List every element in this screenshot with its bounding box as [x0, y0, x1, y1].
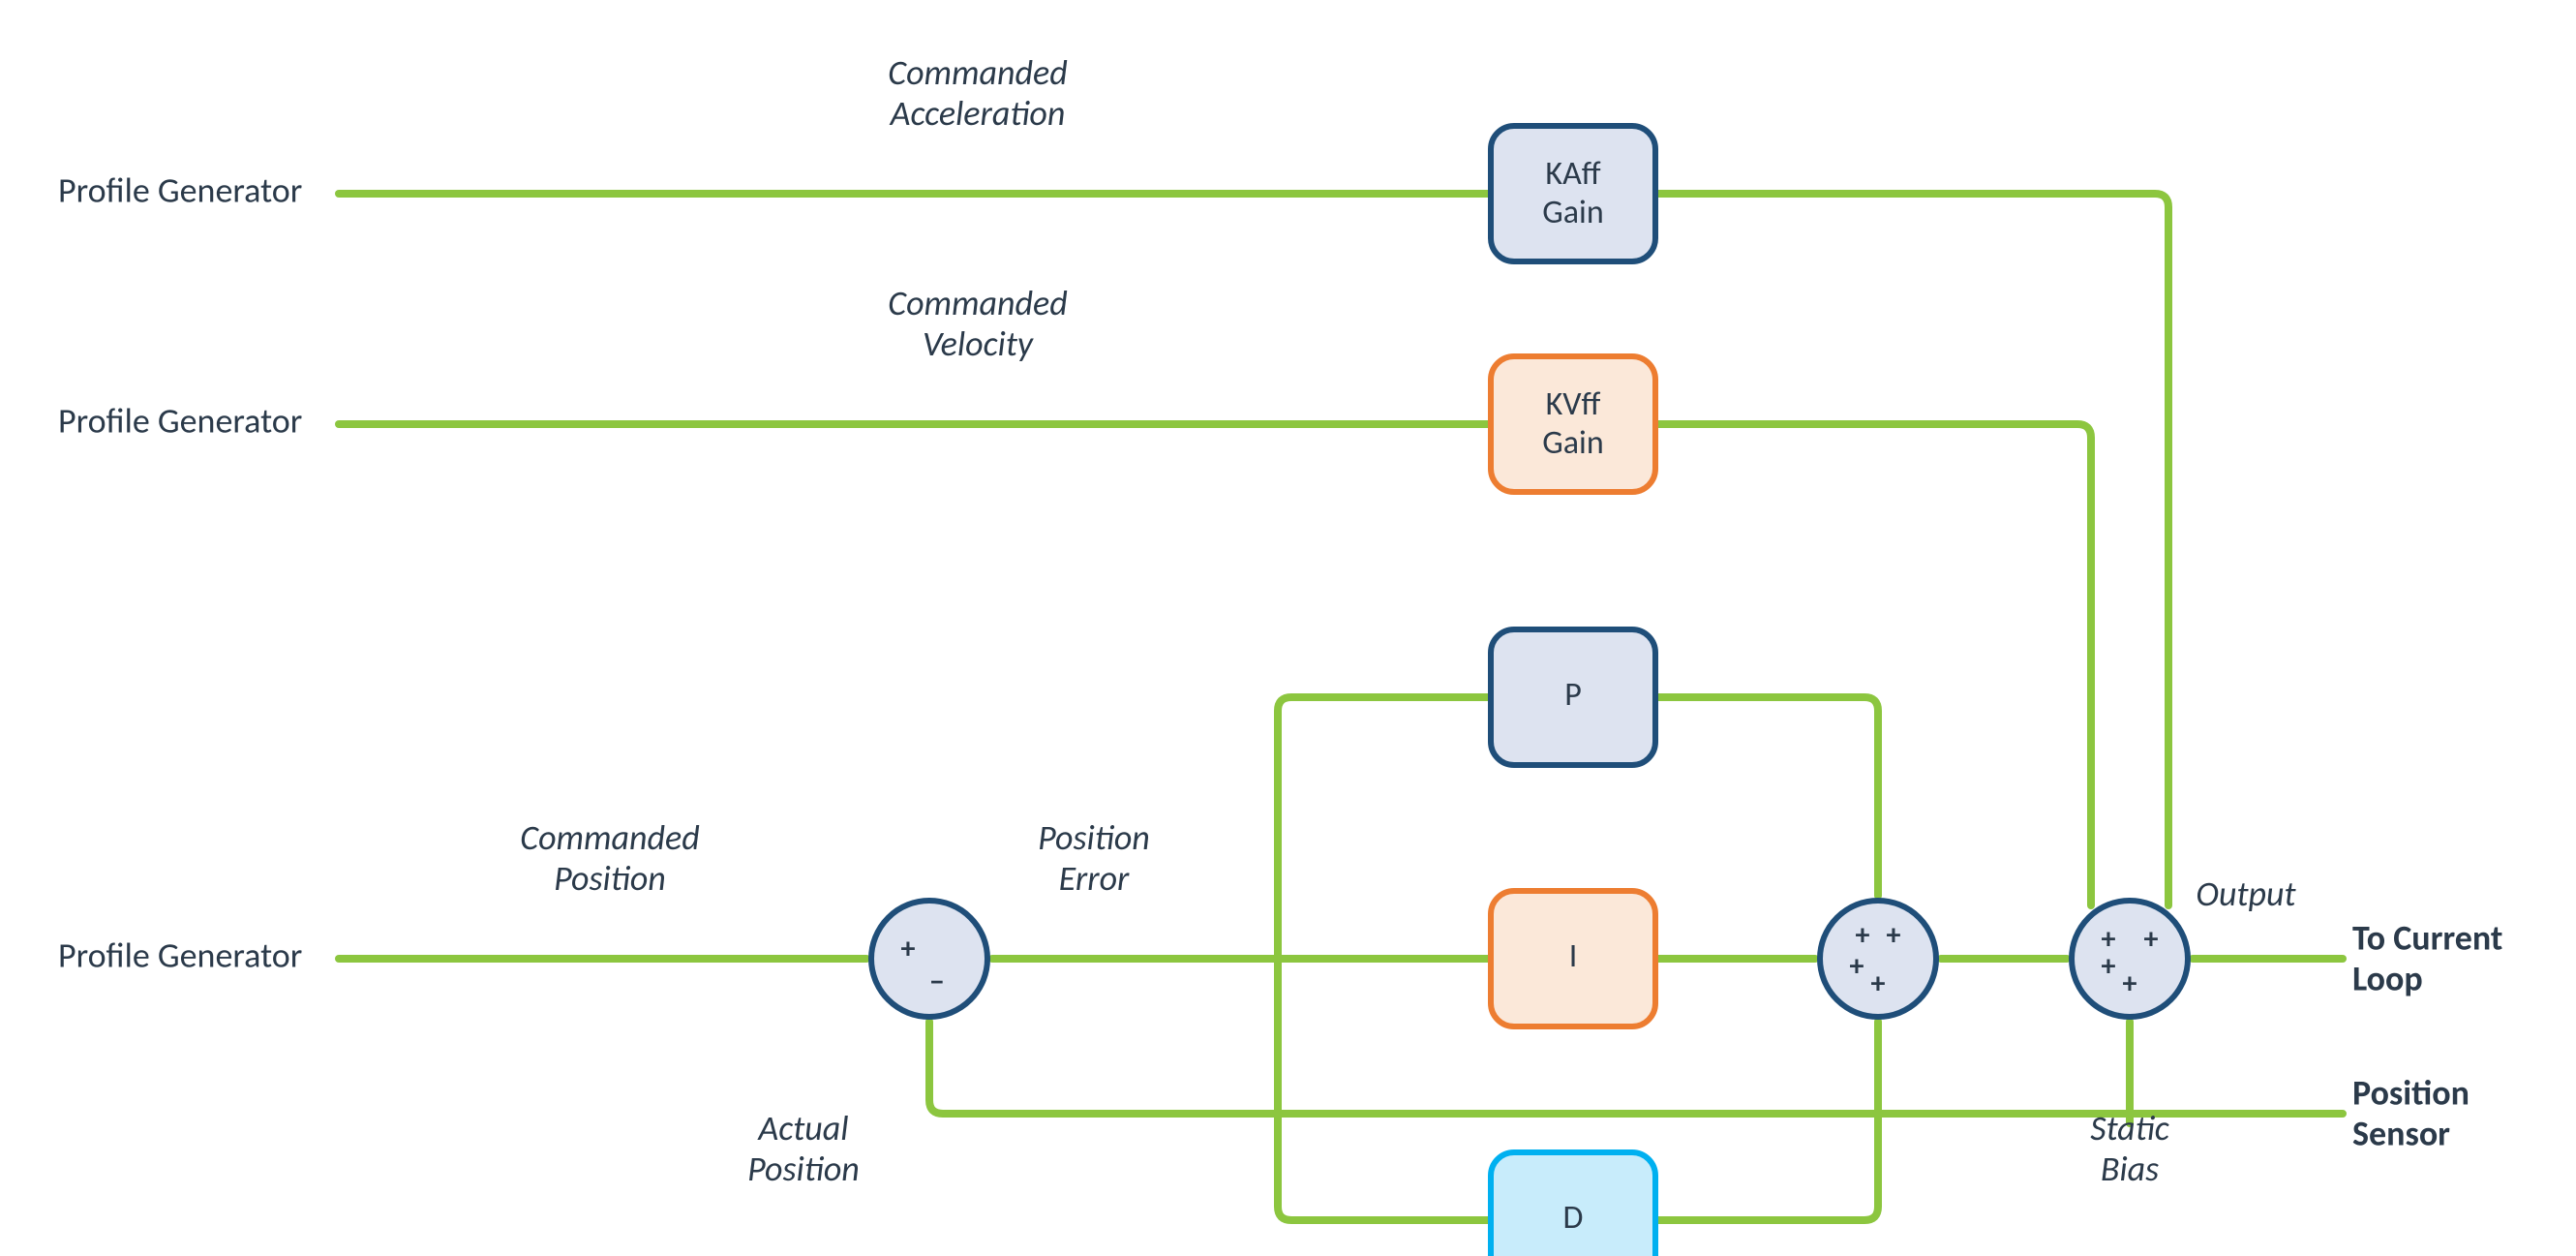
source-pos-label: Profile Generator	[58, 934, 302, 977]
block-p-label: P	[1564, 675, 1582, 715]
summer-pid-sign: +	[1871, 965, 1886, 1001]
label-cmd_accel-2: Acceleration	[889, 92, 1066, 135]
control-loop-diagram: KAffGainKVffGainPID+−++++++++Profile Gen…	[0, 0, 2576, 1256]
block-i: I	[1491, 891, 1655, 1026]
summer-pid-sign: +	[1850, 948, 1864, 984]
label-static_bias-2: Bias	[2101, 1148, 2159, 1190]
summer-err-sign: −	[930, 964, 945, 999]
label-output: Output	[2196, 873, 2296, 915]
summer-err-sign: +	[901, 931, 916, 966]
block-kaff-label-2: Gain	[1542, 193, 1603, 232]
block-d: D	[1491, 1152, 1655, 1256]
signal-branch-to-d	[1278, 959, 1491, 1220]
label-cmd_accel-1: Commanded	[888, 51, 1067, 94]
block-i-label: I	[1569, 936, 1578, 976]
summer-out-sign: +	[2123, 965, 2137, 1001]
summer-pid: ++++	[1820, 901, 1936, 1017]
output-pos_sensor-label-2: Sensor	[2352, 1113, 2450, 1155]
label-pos_err-2: Error	[1059, 857, 1130, 900]
output-to_current-label-1: To Current	[2352, 917, 2502, 960]
label-cmd_vel-1: Commanded	[888, 282, 1067, 324]
label-pos_err-1: Position	[1038, 816, 1150, 859]
summer-err: +−	[871, 901, 987, 1017]
block-p: P	[1491, 629, 1655, 765]
signal-kvff-to-out	[1655, 424, 2091, 905]
label-actual_pos-2: Position	[747, 1148, 860, 1190]
block-kaff: KAffGain	[1491, 126, 1655, 261]
output-pos_sensor-label-1: Position	[2352, 1072, 2470, 1115]
summer-out: ++++	[2072, 901, 2188, 1017]
label-cmd_pos-2: Position	[554, 857, 666, 900]
output-to_current-label-2: Loop	[2352, 958, 2423, 1000]
source-vel-label: Profile Generator	[58, 400, 302, 443]
label-cmd_vel-2: Velocity	[923, 322, 1034, 365]
signal-d-to-sum	[1655, 1022, 1878, 1220]
block-kvff-label-2: Gain	[1542, 423, 1603, 463]
label-actual_pos-1: Actual	[756, 1107, 848, 1149]
summer-out-sign: +	[2102, 948, 2116, 984]
signal-branch-to-p	[1278, 697, 1491, 959]
signal-p-to-sum	[1655, 697, 1878, 896]
block-d-label: D	[1563, 1198, 1584, 1238]
summer-out-sign: +	[2144, 921, 2159, 957]
source-accel-label: Profile Generator	[58, 169, 302, 212]
block-kvff-label-1: KVff	[1546, 384, 1601, 424]
summer-pid-sign: +	[1887, 917, 1901, 953]
label-static_bias-1: Static	[2090, 1107, 2168, 1149]
block-kaff-label-1: KAff	[1545, 154, 1600, 194]
block-kvff: KVffGain	[1491, 356, 1655, 492]
label-cmd_pos-1: Commanded	[520, 816, 699, 859]
